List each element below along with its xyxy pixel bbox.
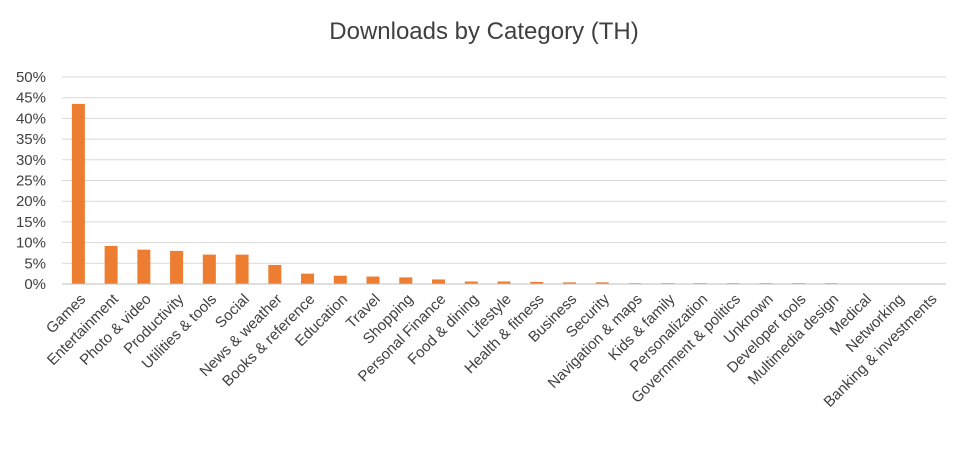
y-tick-label: 20% [16, 193, 46, 210]
bar [235, 254, 249, 284]
bar [71, 103, 85, 284]
bar [202, 254, 216, 284]
y-axis-ticks: 0% 5% 10% 15% 20% 25% 30% 35% 40% 45% 50% [16, 69, 46, 293]
bar [366, 276, 380, 284]
chart-title: Downloads by Category (TH) [329, 18, 639, 45]
y-tick-label: 25% [16, 173, 46, 190]
y-tick-label: 5% [24, 255, 46, 272]
bar [497, 281, 511, 284]
y-tick-label: 35% [16, 131, 46, 148]
bar [464, 281, 478, 284]
y-tick-label: 45% [16, 90, 46, 107]
y-tick-label: 40% [16, 110, 46, 127]
y-tick-label: 0% [24, 276, 46, 293]
bar [432, 279, 446, 284]
bar [170, 250, 184, 284]
bar [104, 245, 118, 284]
bar [333, 275, 347, 284]
bar [562, 282, 576, 284]
y-tick-label: 15% [16, 214, 46, 231]
bar [301, 273, 315, 284]
y-tick-label: 50% [16, 69, 46, 86]
gridlines [62, 76, 946, 264]
bar [399, 277, 413, 284]
y-tick-label: 30% [16, 152, 46, 169]
bar [530, 281, 544, 284]
bar [268, 264, 282, 284]
y-tick-label: 10% [16, 235, 46, 252]
bar [595, 282, 609, 284]
bar [137, 249, 151, 284]
bars [71, 103, 871, 284]
